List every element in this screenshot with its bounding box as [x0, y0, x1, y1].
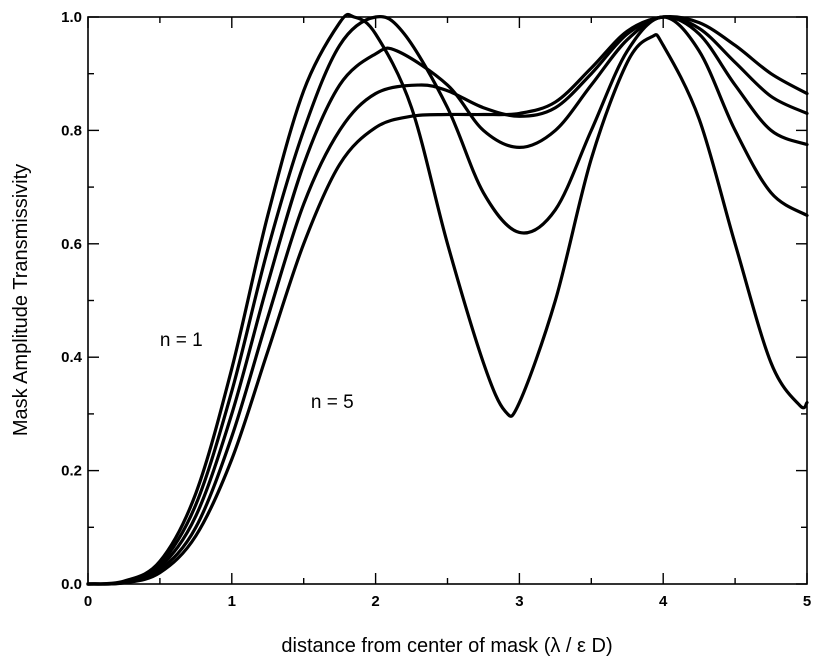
- series-line-3: [86, 15, 809, 586]
- x-tick-label: 5: [803, 593, 811, 610]
- y-tick-label: 0.0: [61, 576, 82, 593]
- tick-labels: 0 1 2 3 4 5 0.0 0.2 0.4 0.6 0.8 1.0: [61, 9, 811, 610]
- y-tick-label: 0.6: [61, 236, 82, 253]
- annotations: n = 1 n = 5: [160, 330, 354, 413]
- x-tick-label: 3: [515, 593, 523, 610]
- series-layer: [86, 12, 809, 586]
- y-tick-label: 1.0: [61, 9, 82, 26]
- axis-ticks: [87, 16, 808, 585]
- annotation-label-2: n = 5: [311, 392, 354, 413]
- x-tick-label: 4: [659, 593, 668, 610]
- y-axis-title: Mask Amplitude Transmissivity: [10, 164, 32, 436]
- x-tick-label: 0: [84, 593, 92, 610]
- y-tick-label: 0.2: [61, 463, 82, 480]
- x-tick-label: 2: [371, 593, 379, 610]
- series-line-2: [86, 14, 809, 586]
- y-tick-label: 0.4: [61, 349, 83, 366]
- x-tick-label: 1: [228, 593, 236, 610]
- x-axis-title: distance from center of mask (λ / ε D): [281, 635, 612, 657]
- series-line-4: [86, 15, 809, 586]
- annotation-label-1: n = 1: [160, 330, 203, 351]
- plot-frame: [87, 16, 808, 585]
- series-line-1: [86, 12, 809, 586]
- series-line-5: [86, 15, 809, 586]
- y-tick-label: 0.8: [61, 122, 82, 139]
